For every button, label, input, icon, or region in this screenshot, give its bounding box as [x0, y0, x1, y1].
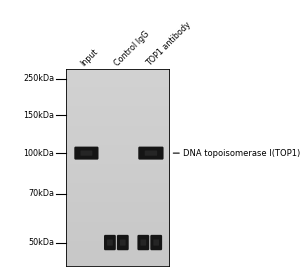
FancyBboxPatch shape — [104, 235, 116, 250]
Text: 100kDa: 100kDa — [23, 149, 54, 158]
FancyBboxPatch shape — [150, 235, 162, 250]
FancyBboxPatch shape — [80, 150, 92, 156]
FancyBboxPatch shape — [117, 235, 129, 250]
FancyBboxPatch shape — [74, 147, 98, 160]
FancyBboxPatch shape — [120, 240, 126, 246]
Text: 50kDa: 50kDa — [28, 238, 54, 247]
FancyBboxPatch shape — [153, 240, 159, 246]
Text: 70kDa: 70kDa — [28, 189, 54, 198]
Text: Input: Input — [79, 47, 100, 68]
FancyBboxPatch shape — [138, 147, 164, 160]
FancyBboxPatch shape — [137, 235, 149, 250]
Text: 250kDa: 250kDa — [23, 74, 54, 83]
Text: DNA topoisomerase I(TOP1): DNA topoisomerase I(TOP1) — [183, 149, 300, 158]
Text: TOP1 antibody: TOP1 antibody — [145, 20, 193, 68]
Text: Control IgG: Control IgG — [112, 29, 151, 68]
FancyBboxPatch shape — [107, 240, 113, 246]
FancyBboxPatch shape — [145, 150, 157, 156]
Text: 150kDa: 150kDa — [23, 111, 54, 120]
FancyBboxPatch shape — [140, 240, 146, 246]
